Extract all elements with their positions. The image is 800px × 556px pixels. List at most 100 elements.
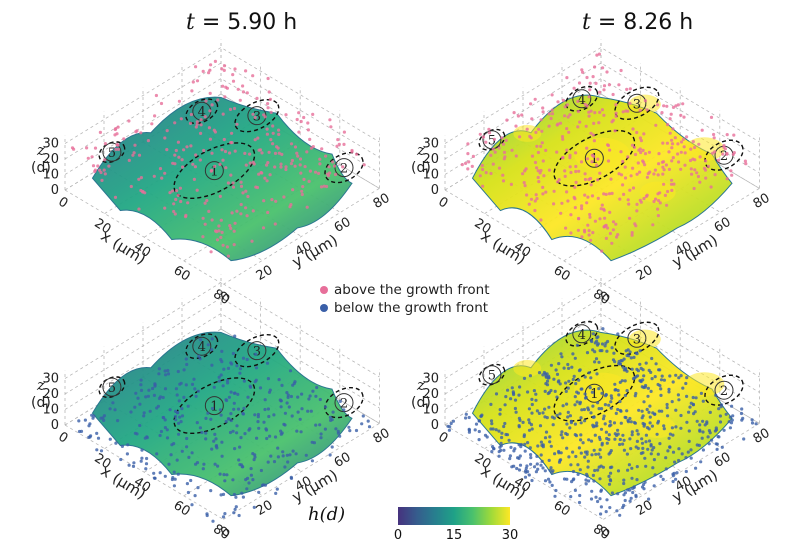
data-point: [636, 446, 640, 450]
data-point: [163, 206, 167, 210]
data-point: [583, 193, 587, 197]
data-point: [283, 423, 287, 427]
data-point: [158, 471, 162, 475]
data-point: [571, 469, 576, 474]
z-axis-label: z: [36, 141, 45, 159]
data-point: [571, 352, 575, 356]
data-point: [192, 377, 196, 381]
data-point: [731, 414, 735, 418]
data-point: [605, 349, 609, 353]
data-point: [683, 163, 687, 167]
data-point: [295, 117, 299, 122]
data-point: [214, 437, 218, 441]
data-point: [618, 437, 622, 442]
data-point: [655, 432, 659, 436]
data-point: [619, 409, 623, 413]
data-point: [354, 428, 359, 433]
data-point: [239, 436, 243, 440]
data-point: [613, 437, 617, 441]
data-point: [267, 150, 271, 154]
data-point: [585, 452, 589, 456]
data-point: [155, 452, 159, 456]
data-point: [310, 459, 314, 463]
data-point: [532, 389, 537, 393]
data-point: [523, 169, 527, 173]
data-point: [550, 112, 555, 116]
data-point: [517, 393, 521, 397]
data-point: [534, 193, 538, 197]
data-point: [530, 117, 534, 121]
data-point: [518, 454, 522, 458]
data-point: [206, 343, 210, 347]
data-point: [557, 362, 561, 366]
data-point: [591, 415, 596, 419]
data-point: [602, 192, 606, 196]
data-point: [591, 473, 596, 477]
data-point: [547, 124, 551, 128]
region-outline: [704, 139, 744, 171]
data-point: [652, 458, 657, 462]
data-point: [629, 447, 633, 451]
data-point: [193, 494, 197, 498]
region-label: 2: [340, 397, 348, 412]
data-point: [609, 406, 613, 410]
data-point: [541, 110, 545, 114]
data-point: [233, 507, 237, 511]
data-point: [152, 393, 156, 397]
data-point: [568, 153, 572, 157]
data-point: [563, 169, 567, 173]
data-point: [593, 111, 597, 115]
data-point: [682, 145, 686, 149]
data-point: [186, 201, 190, 205]
data-point: [544, 382, 548, 386]
data-point: [679, 426, 683, 430]
data-point: [252, 505, 256, 509]
data-point: [624, 416, 628, 420]
data-point: [692, 412, 696, 416]
data-point: [489, 427, 493, 431]
data-point: [638, 108, 642, 112]
data-point: [664, 163, 669, 167]
data-point: [230, 131, 234, 135]
data-point: [618, 442, 622, 447]
data-point: [597, 387, 601, 391]
data-point: [610, 241, 614, 245]
data-point: [616, 492, 620, 496]
data-point: [674, 477, 678, 481]
data-point: [659, 474, 663, 478]
data-point: [538, 171, 542, 175]
data-point: [527, 407, 532, 411]
data-point: [577, 217, 581, 221]
data-point: [704, 176, 708, 180]
data-point: [207, 71, 211, 75]
data-point: [305, 205, 309, 209]
data-point: [597, 360, 601, 364]
data-point: [311, 112, 315, 116]
data-point: [730, 404, 734, 408]
data-point: [253, 413, 257, 417]
data-point: [630, 231, 634, 235]
data-point: [547, 168, 552, 172]
data-point: [199, 338, 203, 342]
data-point: [598, 110, 602, 114]
data-point: [684, 381, 688, 386]
data-point: [676, 103, 680, 107]
data-point: [460, 163, 464, 167]
data-point: [198, 357, 202, 361]
data-point: [551, 423, 555, 427]
data-point: [518, 135, 522, 139]
data-point: [534, 392, 538, 396]
data-point: [228, 224, 232, 228]
data-point: [294, 452, 298, 456]
data-point: [560, 355, 564, 359]
data-point: [583, 450, 588, 454]
data-point: [589, 238, 593, 242]
data-point: [286, 393, 290, 397]
region-label: 1: [590, 152, 598, 167]
data-point: [272, 460, 277, 464]
data-point: [685, 394, 689, 398]
data-point: [362, 163, 366, 167]
data-point: [298, 417, 302, 421]
data-point: [611, 358, 616, 362]
data-point: [185, 482, 189, 486]
